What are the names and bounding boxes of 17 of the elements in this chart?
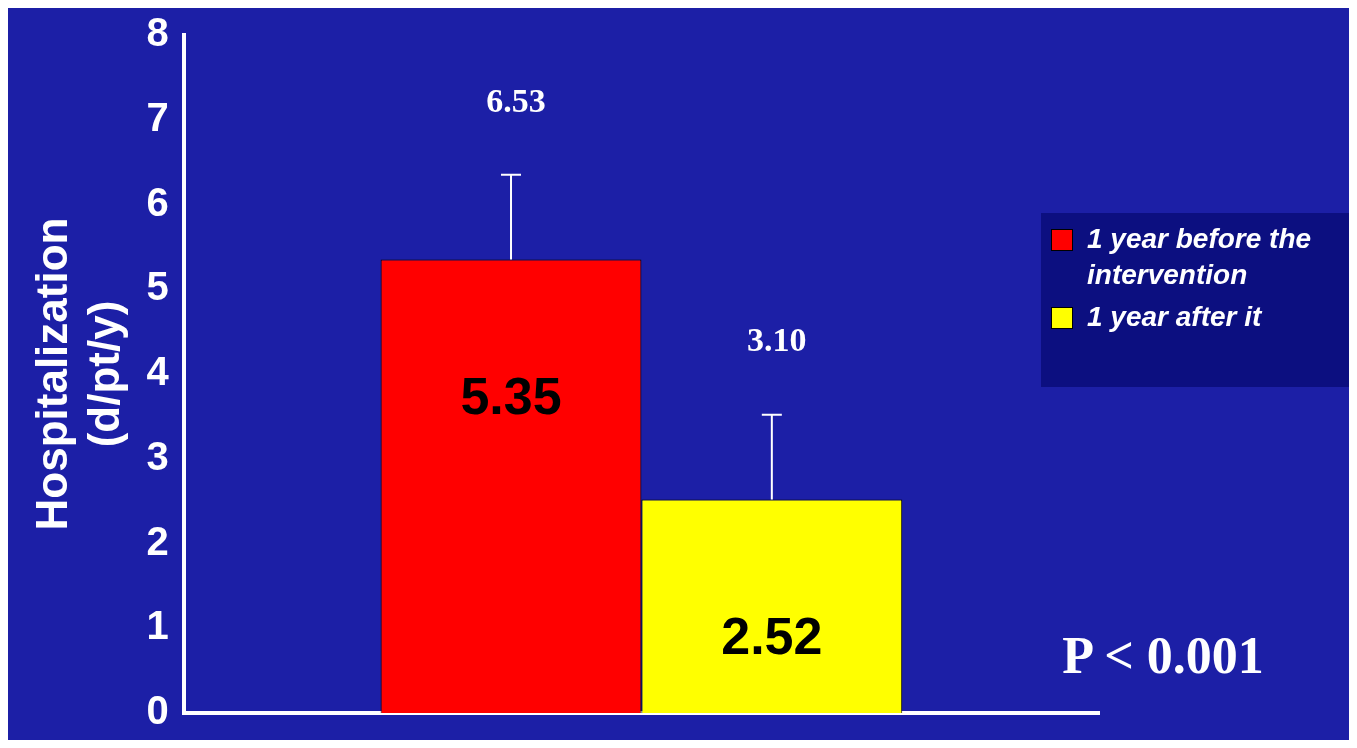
y-tick-label: 0	[146, 688, 169, 733]
annotation: 6.53	[486, 81, 546, 119]
annotation: P < 0.001	[1062, 627, 1264, 685]
y-tick-label: 6	[146, 179, 169, 224]
data-label: 5.35	[460, 366, 562, 425]
y-axis-title: Hospitalization (d/pt/y)	[26, 217, 129, 531]
data-label: 2.52	[721, 606, 823, 665]
y-tick-label: 4	[146, 349, 170, 394]
y-tick-label: 5	[146, 264, 169, 309]
legend-label: 1 year before the intervention	[1087, 222, 1313, 292]
annotation: 3.10	[747, 321, 807, 359]
y-tick-label: 8	[146, 10, 169, 55]
y-tick-label: 3	[146, 433, 169, 478]
y-tick-label: 1	[146, 603, 169, 648]
y-tick-label: 7	[146, 94, 169, 139]
legend-label: 1 year after it	[1087, 300, 1262, 334]
y-tick-label: 2	[146, 518, 169, 563]
